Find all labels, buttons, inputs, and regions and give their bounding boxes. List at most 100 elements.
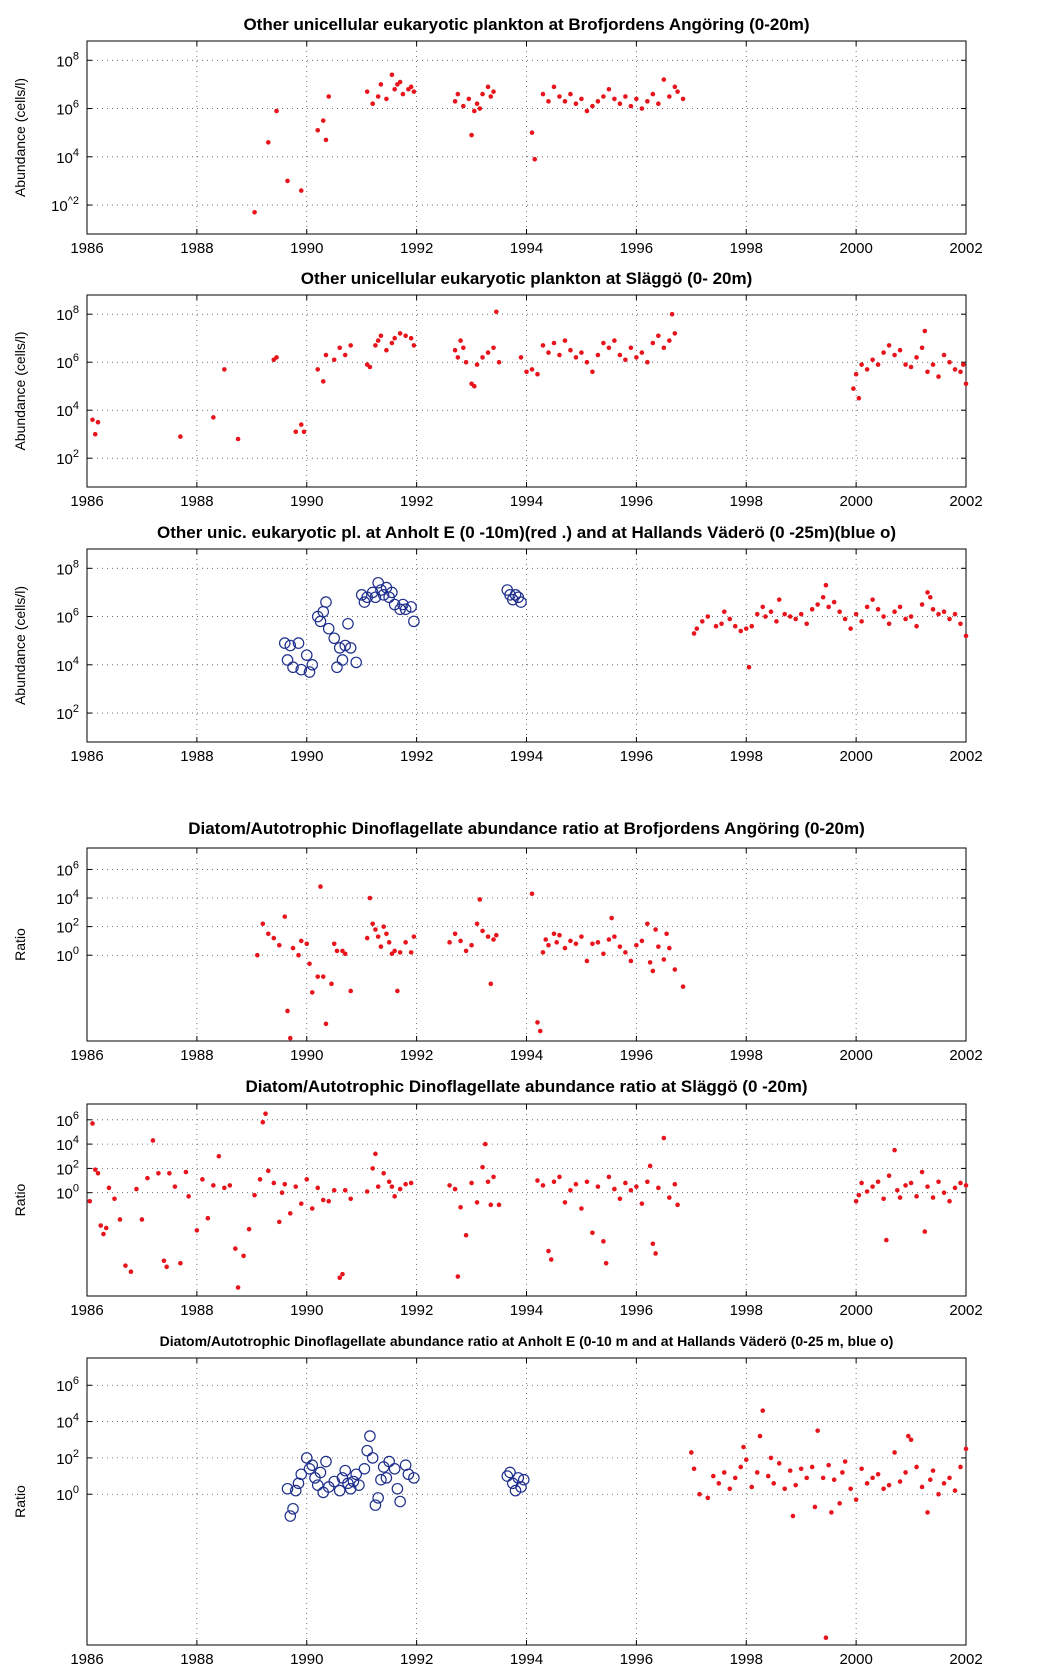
data-point [447, 940, 452, 945]
data-point [842, 1459, 848, 1464]
data-point [383, 1455, 395, 1468]
x-tick-label: 1996 [620, 1651, 653, 1668]
data-point [285, 178, 290, 184]
data-point [403, 940, 408, 945]
x-tick-label: 1994 [510, 493, 543, 510]
data-point [211, 1183, 216, 1188]
data-point [831, 599, 837, 605]
data-point [664, 931, 669, 937]
data-point [194, 1228, 200, 1233]
data-point [474, 362, 480, 367]
data-point [573, 941, 579, 947]
data-point [864, 604, 870, 610]
series-2 [689, 1408, 969, 1641]
data-point [320, 118, 326, 123]
data-point [738, 1464, 744, 1470]
data-point [529, 891, 535, 897]
data-point [388, 1463, 401, 1475]
data-point [623, 1180, 628, 1186]
data-point [381, 1170, 386, 1176]
data-point [870, 1475, 875, 1481]
x-tick-label: 1986 [70, 1651, 103, 1668]
data-point [881, 1196, 886, 1202]
data-point [342, 1187, 348, 1193]
data-point [367, 364, 373, 370]
data-point [161, 1258, 167, 1264]
x-tick-label: 1998 [730, 748, 763, 765]
data-point [963, 633, 969, 639]
data-point [864, 1481, 870, 1486]
data-point [628, 958, 634, 964]
data-point [947, 1198, 952, 1204]
data-point [183, 1169, 189, 1175]
data-point [639, 938, 645, 944]
data-point [853, 1497, 859, 1502]
chart-panel-5: Diatom/Autotrophic Dinoflagellate abunda… [12, 1077, 983, 1319]
data-point [364, 935, 370, 941]
data-point [375, 1184, 381, 1189]
data-point [606, 345, 612, 351]
data-point [941, 352, 947, 358]
x-tick-label: 1990 [290, 1651, 323, 1668]
data-point [315, 367, 321, 372]
data-point [650, 91, 656, 97]
data-point [320, 596, 332, 608]
data-point [458, 938, 463, 944]
data-point [334, 948, 340, 954]
data-point [452, 347, 458, 353]
data-point [469, 1180, 474, 1186]
data-point [656, 1185, 661, 1191]
data-point [595, 940, 601, 945]
data-point [568, 347, 573, 353]
data-point [364, 89, 370, 94]
y-axis-label: Abundance (cells/l) [12, 586, 28, 705]
data-point [304, 941, 310, 947]
data-point [493, 309, 499, 315]
chart-title: Diatom/Autotrophic Dinoflagellate abunda… [188, 819, 865, 838]
data-point [293, 1184, 299, 1189]
data-point [886, 343, 892, 348]
data-point [743, 626, 749, 631]
data-point [472, 383, 477, 389]
plot-frame [86, 847, 967, 1042]
data-point [411, 934, 417, 939]
data-point [645, 1179, 650, 1185]
data-point [776, 597, 782, 602]
x-tick-label: 1986 [70, 240, 103, 257]
data-point [936, 611, 941, 617]
data-point [856, 395, 862, 401]
data-point [337, 1275, 343, 1281]
data-point [864, 367, 870, 372]
data-point [601, 1239, 606, 1244]
data-point [958, 1180, 963, 1186]
y-tick-label: 100 [56, 1484, 79, 1504]
data-point [472, 108, 477, 114]
data-point [947, 616, 952, 622]
data-point [296, 952, 301, 958]
x-tick-label: 2000 [839, 493, 872, 510]
data-point [281, 1482, 294, 1495]
data-point [287, 1211, 293, 1216]
data-point [509, 589, 522, 601]
data-point [515, 596, 527, 608]
data-point [823, 1635, 829, 1641]
x-tick-label: 1986 [70, 1302, 103, 1319]
data-point [848, 1486, 853, 1492]
data-point [367, 895, 373, 901]
y-tick-label: 102 [56, 1448, 79, 1468]
data-point [241, 1253, 246, 1259]
x-tick-label: 1992 [400, 240, 433, 257]
data-point [458, 338, 463, 343]
data-point [628, 103, 634, 109]
data-point [331, 941, 337, 947]
data-point [927, 594, 933, 600]
x-tick-label: 2000 [839, 748, 872, 765]
data-point [590, 1230, 595, 1236]
chart-title: Other unic. eukaryotic pl. at Anholt E (… [157, 523, 896, 542]
data-point [117, 1217, 123, 1222]
x-tick-label: 1988 [180, 748, 213, 765]
data-point [311, 1479, 324, 1491]
x-tick-label: 1996 [620, 1047, 653, 1064]
data-point [392, 948, 397, 954]
data-point [216, 1153, 222, 1159]
